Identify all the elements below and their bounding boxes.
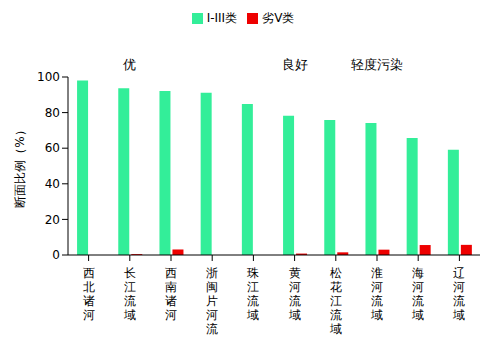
svg-text:轻度污染: 轻度污染 <box>351 57 403 72</box>
svg-text:松花江流域: 松花江流域 <box>329 266 342 336</box>
html-text:I-III类: I-III类 <box>206 11 238 25</box>
svg-text:优: 优 <box>123 57 136 72</box>
svg-text:西南诸河: 西南诸河 <box>165 266 177 322</box>
html-text:劣V类: 劣V类 <box>262 11 295 25</box>
svg-text:0: 0 <box>52 248 60 262</box>
svg-text:40: 40 <box>45 177 60 191</box>
svg-text:淮河流域: 淮河流域 <box>370 266 383 322</box>
svg-text:80: 80 <box>45 106 60 120</box>
svg-text:20: 20 <box>45 213 60 227</box>
svg-text:浙闽片河流: 浙闽片河流 <box>206 266 218 336</box>
svg-text:良好: 良好 <box>282 57 308 72</box>
svg-text:海河流域: 海河流域 <box>411 266 424 322</box>
svg-text:长江流域: 长江流域 <box>123 266 136 322</box>
svg-text:断面比例（%）: 断面比例（%） <box>13 124 27 207</box>
svg-text:100: 100 <box>37 70 60 84</box>
svg-text:珠江流域: 珠江流域 <box>246 266 259 322</box>
svg-text:辽河流域: 辽河流域 <box>452 266 465 322</box>
svg-text:黄河流域: 黄河流域 <box>288 266 301 322</box>
svg-text:60: 60 <box>45 141 60 155</box>
svg-text:西北诸河: 西北诸河 <box>83 266 95 322</box>
